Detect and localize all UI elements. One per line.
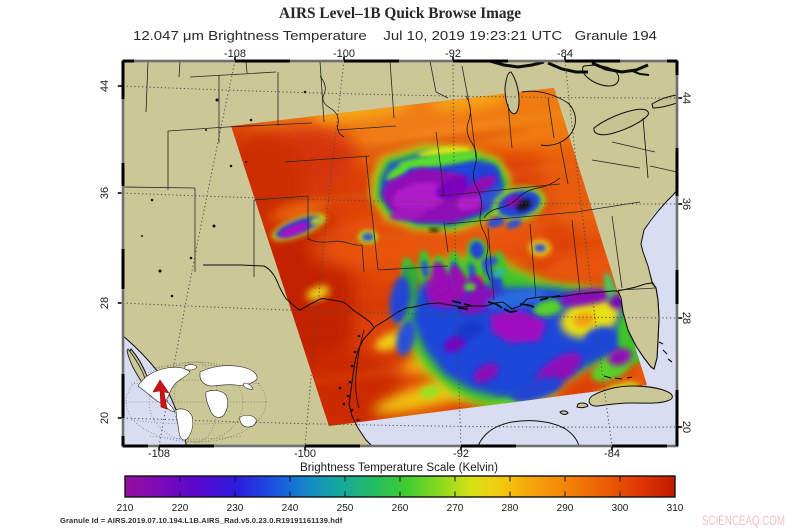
- svg-text:250: 250: [337, 503, 354, 514]
- svg-text:-100: -100: [333, 48, 355, 60]
- svg-text:44: 44: [99, 80, 111, 92]
- svg-text:270: 270: [447, 503, 464, 514]
- svg-text:-92: -92: [445, 48, 461, 60]
- svg-text:SCIENCEAQ.COM: SCIENCEAQ.COM: [702, 513, 785, 528]
- svg-text:220: 220: [172, 503, 189, 514]
- svg-text:230: 230: [227, 503, 244, 514]
- svg-text:AIRS Level–1B Quick Browse Ima: AIRS Level–1B Quick Browse Image: [279, 5, 521, 22]
- svg-text:Brightness Temperature Scale (: Brightness Temperature Scale (Kelvin): [300, 462, 498, 474]
- svg-text:20: 20: [680, 421, 692, 433]
- svg-text:Granule Id = AIRS.2019.07.10.1: Granule Id = AIRS.2019.07.10.194.L1B.AIR…: [60, 516, 343, 525]
- svg-text:-92: -92: [453, 448, 469, 460]
- svg-text:290: 290: [557, 503, 574, 514]
- svg-text:210: 210: [117, 503, 134, 514]
- svg-text:-108: -108: [224, 48, 246, 60]
- svg-text:300: 300: [612, 503, 629, 514]
- svg-text:280: 280: [502, 503, 519, 514]
- svg-text:-108: -108: [148, 448, 170, 460]
- svg-text:36: 36: [99, 187, 111, 199]
- svg-text:-84: -84: [557, 48, 573, 60]
- svg-text:-84: -84: [604, 448, 620, 460]
- svg-text:44: 44: [680, 92, 692, 104]
- svg-text:260: 260: [392, 503, 409, 514]
- svg-text:36: 36: [680, 198, 692, 210]
- svg-text:12.047 μm Brightness Temperatu: 12.047 μm Brightness Temperature Jul 10,…: [133, 28, 657, 43]
- svg-text:20: 20: [99, 412, 111, 424]
- svg-text:28: 28: [99, 297, 111, 309]
- svg-text:240: 240: [282, 503, 299, 514]
- svg-text:310: 310: [667, 503, 684, 514]
- svg-text:28: 28: [680, 312, 692, 324]
- svg-text:-100: -100: [294, 448, 316, 460]
